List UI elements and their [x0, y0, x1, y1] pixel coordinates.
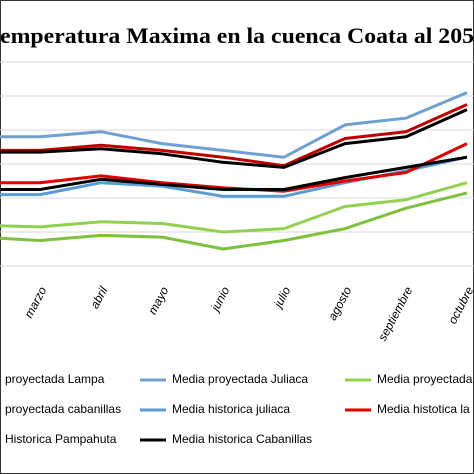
legend-label: proyectada cabanillas: [5, 402, 121, 416]
series-line: [0, 108, 468, 169]
chart-title: emperatura Maxima en la cuenca Coata al …: [0, 23, 474, 48]
series-line: [0, 191, 468, 251]
legend-label: Historica Pampahuta: [5, 432, 117, 446]
series-line: [0, 142, 468, 193]
series-line: [0, 103, 468, 168]
legend-label: Media proyectada: [377, 372, 473, 386]
series-line: [0, 91, 468, 159]
legend-label: Media historica juliaca: [172, 402, 290, 416]
legend-label: Media historica Cabanillas: [172, 432, 312, 446]
legend-label: Media histotica la: [377, 402, 470, 416]
series-line: [0, 155, 468, 191]
series-line: [0, 181, 468, 234]
legend-label: Media proyectada Juliaca: [172, 372, 308, 386]
legend-label: proyectada Lampa: [5, 372, 105, 386]
